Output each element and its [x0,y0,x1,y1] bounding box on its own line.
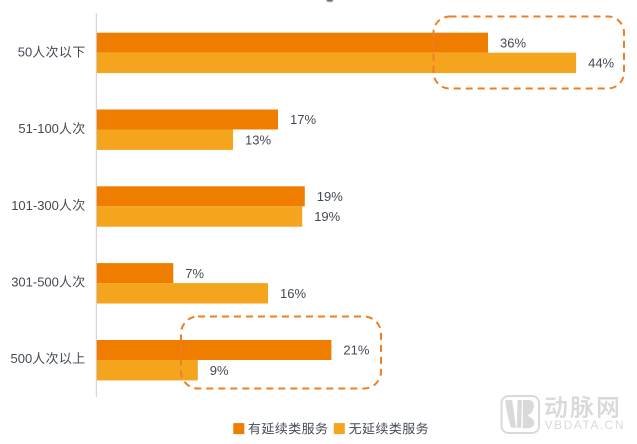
svg-text:VBDATA.CN: VBDATA.CN [545,418,625,432]
svg-text:101-300: 101-300 [11,198,59,213]
svg-text:44%: 44% [588,56,614,71]
svg-text:17%: 17% [290,112,316,127]
svg-text:36%: 36% [500,35,526,50]
svg-text:19%: 19% [314,209,340,224]
svg-text:19%: 19% [317,189,343,204]
svg-text:51-100: 51-100 [18,121,58,136]
svg-text:7%: 7% [185,266,204,281]
svg-text:301-500: 301-500 [11,274,59,289]
svg-text:16%: 16% [280,286,306,301]
svg-text:50: 50 [18,45,32,60]
svg-text:500: 500 [11,351,33,366]
svg-text:13%: 13% [245,132,271,147]
svg-text:21%: 21% [343,343,369,358]
svg-text:9%: 9% [210,363,229,378]
